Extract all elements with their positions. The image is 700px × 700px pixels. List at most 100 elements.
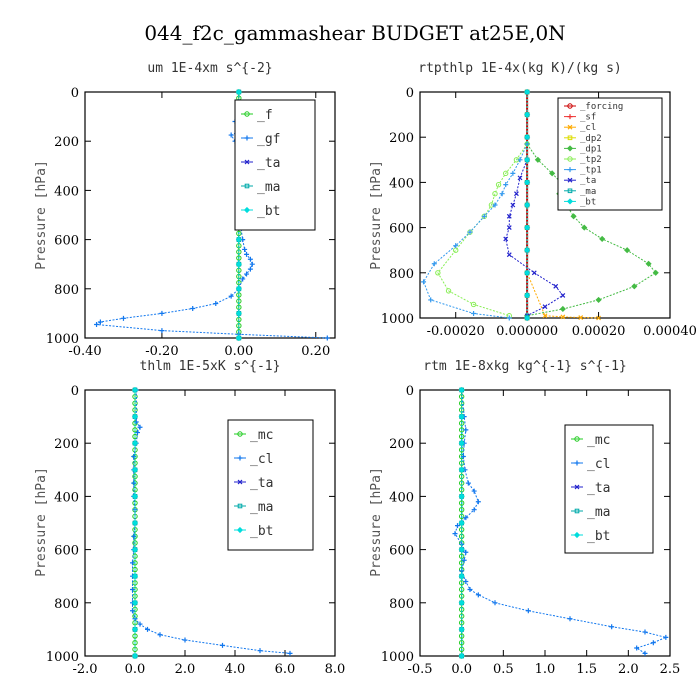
data-point: [492, 191, 498, 197]
y-tick-label: 200: [54, 135, 79, 150]
data-point: [463, 515, 469, 521]
data-point: [458, 652, 465, 660]
y-axis-label: Pressure [hPa]: [369, 467, 384, 577]
data-point: [524, 292, 531, 299]
data-point: [131, 533, 137, 539]
panel-title: um 1E-4xm s^{-2}: [147, 61, 272, 76]
legend-box: [564, 424, 654, 554]
data-point: [517, 175, 523, 181]
legend-marker: [237, 503, 243, 509]
data-point: [475, 499, 481, 505]
data-point: [524, 247, 531, 254]
data-point: [560, 292, 566, 298]
data-point: [458, 519, 465, 527]
data-point: [132, 433, 138, 440]
legend-label: _ma: [250, 500, 273, 515]
data-point: [130, 560, 135, 566]
data-point: [435, 270, 441, 276]
legend-marker: [567, 103, 573, 109]
data-point: [524, 314, 531, 322]
legend-label: _ta: [587, 481, 610, 496]
data-point: [506, 225, 512, 231]
legend-marker: [567, 135, 573, 141]
legend-label: _bt: [257, 204, 280, 219]
x-tick-label: 6.0: [275, 662, 296, 677]
legend-marker: [566, 198, 574, 205]
data-point: [132, 566, 138, 573]
data-point: [244, 251, 250, 257]
legend-marker: [567, 167, 573, 173]
legend-marker: [237, 479, 243, 485]
y-tick-label: 400: [54, 184, 79, 199]
legend-label: _ta: [250, 476, 273, 491]
data-point: [492, 600, 498, 606]
data-point: [578, 315, 584, 320]
legend-marker: [243, 206, 251, 214]
legend-label: _bt: [587, 529, 610, 544]
y-tick-label: 600: [389, 544, 414, 559]
data-point: [135, 430, 140, 436]
data-point: [524, 134, 531, 141]
legend: _forcing_sf_cl_dp2_dp1_tp2_tp1_ta_ma_bt: [557, 97, 663, 211]
data-point: [458, 500, 465, 506]
y-tick-label: 200: [389, 437, 414, 452]
y-tick-label: 0: [406, 384, 414, 399]
data-point: [182, 637, 188, 643]
y-axis-label: Pressure [hPa]: [34, 467, 49, 577]
data-point: [506, 252, 512, 258]
data-point: [471, 507, 477, 513]
legend-label: _ma: [257, 180, 280, 195]
data-point: [131, 599, 139, 606]
x-tick-label: 0.00020: [572, 324, 626, 339]
legend-label: _cl: [580, 123, 596, 133]
y-tick-label: 800: [54, 597, 79, 612]
data-point: [461, 557, 467, 563]
data-point: [503, 182, 509, 188]
data-point: [542, 313, 548, 319]
data-point: [560, 314, 566, 320]
data-point: [131, 480, 137, 486]
data-point: [159, 328, 165, 334]
data-point: [524, 224, 531, 231]
data-point: [131, 413, 139, 420]
data-point: [190, 305, 196, 311]
data-point: [240, 276, 246, 282]
series-line: [437, 143, 528, 317]
data-point: [247, 256, 253, 262]
y-tick-label: 1000: [381, 312, 414, 327]
legend-marker: [573, 531, 581, 539]
data-point: [524, 88, 531, 96]
panel-thlm: thlm 1E-5xK s^{-1} Pressure [hPa] 0 200 40…: [34, 359, 345, 677]
data-point: [131, 440, 139, 447]
data-point: [525, 608, 531, 614]
legend-marker: [236, 526, 244, 534]
x-tick-label: 4.0: [225, 662, 246, 677]
y-tick-label: 1000: [46, 332, 79, 347]
legend-marker: [244, 135, 250, 141]
data-point: [235, 88, 242, 96]
data-point: [97, 319, 103, 325]
data-point: [481, 213, 487, 219]
data-point: [570, 213, 577, 220]
legend-marker: [574, 484, 580, 490]
data-point: [131, 519, 139, 527]
data-point: [650, 640, 656, 646]
data-point: [596, 315, 601, 321]
x-tick-label: 0.20: [301, 344, 330, 359]
x-tick-label: 2.0: [175, 662, 196, 677]
data-point: [458, 546, 465, 553]
legend-marker: [567, 188, 573, 194]
data-point: [131, 493, 139, 500]
legend-marker: [244, 183, 250, 189]
data-point: [137, 424, 143, 430]
data-point: [249, 261, 255, 267]
y-tick-label: 0: [71, 86, 79, 101]
plot-frame: [84, 389, 336, 657]
data-point: [213, 301, 219, 307]
data-point: [130, 608, 135, 614]
data-point: [642, 629, 648, 635]
data-point: [458, 633, 465, 639]
data-point: [287, 650, 293, 656]
legend: _f _gf _ta _ma _bt: [234, 99, 316, 231]
data-point: [581, 224, 588, 231]
